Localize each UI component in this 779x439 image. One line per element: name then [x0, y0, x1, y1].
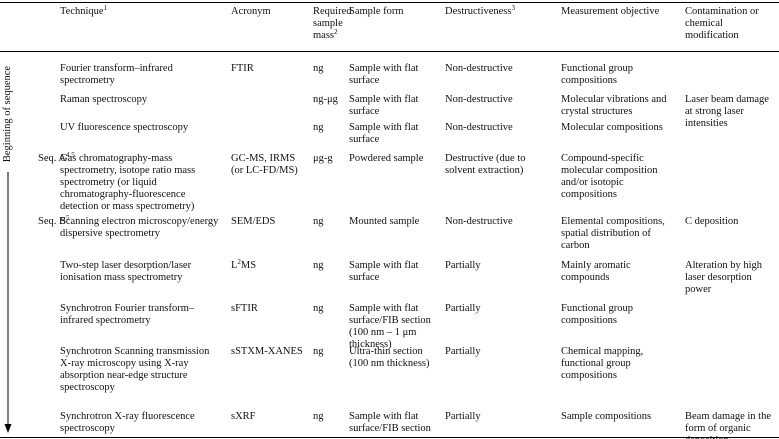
mass-cell: ng	[313, 411, 324, 422]
form-cell: Sample with flat surface	[349, 94, 419, 117]
header-rule	[0, 51, 779, 52]
form-cell: Sample with flat surface/FIB section	[349, 411, 431, 434]
technique-cell: Raman spectroscopy	[60, 94, 148, 105]
acronym-cell: L2MS	[231, 258, 307, 272]
destructive-cell: Destructive (due to solvent extraction)	[445, 153, 526, 176]
mass-cell: ng	[313, 303, 324, 314]
contamination-cell: C deposition	[685, 216, 739, 227]
header-cell: Destructiveness3	[445, 4, 535, 18]
acronym-cell: FTIR	[231, 63, 254, 74]
mass-cell: ng-μg	[313, 94, 338, 105]
objective-cell: Functional group compositions	[561, 63, 634, 86]
objective-cell: Molecular compositions	[561, 122, 663, 133]
contamination-cell: Laser beam damage at strong laser intens…	[685, 94, 769, 129]
form-cell: Ultra-thin section (100 nm thickness)	[349, 346, 430, 369]
objective-cell: Mainly aromatic compounds	[561, 260, 631, 283]
technique-cell: Two-step laser desorption/laser ionisati…	[60, 260, 192, 283]
technique-cell: Synchrotron Fourier transform–infrared s…	[60, 303, 195, 326]
form-cell: Powdered sample	[349, 153, 424, 164]
superscript: 2	[334, 28, 338, 36]
acronym-cell: GC-MS, IRMS (or LC-FD/MS)	[231, 153, 298, 176]
technique-cell: Synchrotron X-ray fluorescence spectrosc…	[60, 411, 195, 434]
text: Seq. A	[38, 153, 67, 164]
form-cell: Sample with flat surface	[349, 63, 419, 86]
mass-cell: ng	[313, 260, 324, 271]
acronym-cell: sFTIR	[231, 303, 258, 314]
technique-cell: Scanning electron microscopy/energy disp…	[60, 216, 219, 239]
header-cell: Required sample mass2	[313, 6, 352, 42]
objective-cell: Compound-specific molecular composition …	[561, 153, 658, 200]
acronym-cell: sXRF	[231, 411, 256, 422]
header-cell: Sample form	[349, 6, 404, 17]
destructive-cell: Non-destructive	[445, 63, 513, 74]
text: L	[231, 260, 238, 271]
technique-cell: Fourier transform–infrared spectrometry	[60, 63, 173, 86]
destructive-cell: Partially	[445, 260, 481, 271]
objective-cell: Elemental compositions, spatial distribu…	[561, 216, 665, 251]
objective-cell: Chemical mapping, functional group compo…	[561, 346, 644, 381]
destructive-cell: Non-destructive	[445, 94, 513, 105]
header-cell: Measurement objective	[561, 6, 660, 17]
technique-cell: Synchrotron Scanning transmission X-ray …	[60, 346, 210, 393]
technique-cell: Gas chromatography-mass spectrometry, is…	[60, 153, 196, 212]
mass-cell: ng	[313, 216, 324, 227]
destructive-cell: Non-destructive	[445, 216, 513, 227]
objective-cell: Functional group compositions	[561, 303, 634, 326]
destructive-cell: Non-destructive	[445, 122, 513, 133]
superscript: 5	[66, 214, 70, 222]
mass-cell: μg-g	[313, 153, 333, 164]
technique-cell: UV fluorescence spectroscopy	[60, 122, 189, 133]
top-rule	[0, 2, 779, 3]
contamination-cell: Beam damage in the form of organic depos…	[685, 411, 772, 439]
form-cell: Sample with flat surface/FIB section (10…	[349, 303, 431, 350]
destructive-cell: Partially	[445, 411, 481, 422]
seq-cell: Seq. B5	[38, 215, 70, 228]
text: Seq. B	[38, 216, 67, 227]
superscript: 2	[237, 258, 241, 266]
mass-cell: ng	[313, 63, 324, 74]
form-cell: Sample with flat surface	[349, 260, 419, 283]
mass-cell: ng	[313, 346, 324, 357]
objective-cell: Sample compositions	[561, 411, 652, 422]
header-cell: Acronym	[231, 6, 271, 17]
acronym-cell: SEM/EDS	[231, 216, 276, 227]
seq-cell: Seq. A4,5	[38, 152, 75, 165]
text: Destructiveness	[445, 6, 512, 17]
header-cell: Technique1	[60, 4, 222, 18]
superscript: 1	[103, 4, 108, 12]
text: MS	[240, 260, 257, 271]
superscript: 4,5	[66, 151, 75, 159]
destructive-cell: Partially	[445, 346, 481, 357]
acronym-cell: sSTXM-XANES	[231, 346, 303, 357]
bottom-rule	[0, 437, 779, 438]
destructive-cell: Partially	[445, 303, 481, 314]
objective-cell: Molecular vibrations and crystal structu…	[561, 94, 667, 117]
sequence-arrow	[4, 172, 12, 433]
form-cell: Mounted sample	[349, 216, 420, 227]
form-cell: Sample with flat surface	[349, 122, 419, 145]
superscript: 3	[511, 4, 515, 12]
text: Required sample mass	[313, 6, 352, 41]
header-cell: Contamination or chemical modification	[685, 6, 759, 41]
contamination-cell: Alteration by high laser desorption powe…	[685, 260, 762, 295]
text: Technique	[60, 6, 104, 17]
mass-cell: ng	[313, 122, 324, 133]
